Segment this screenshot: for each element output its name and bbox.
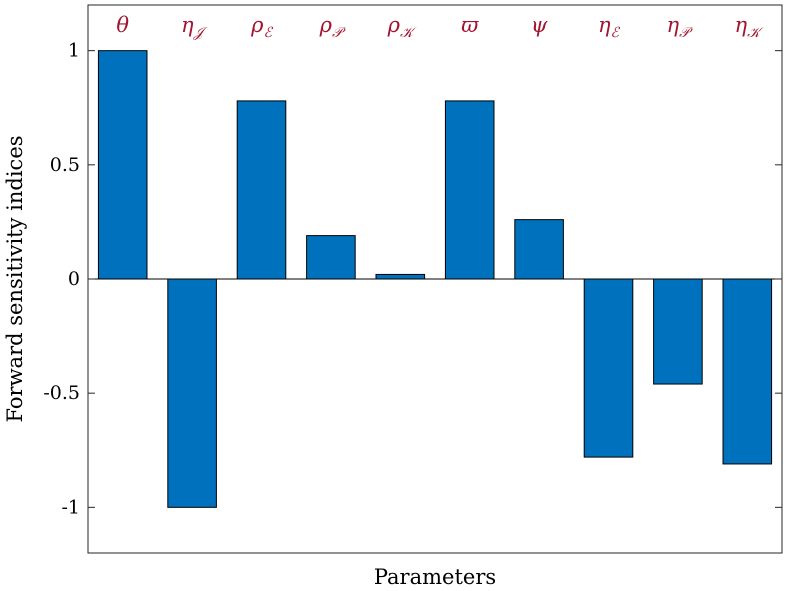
axes-box <box>87 4 783 554</box>
bars-group <box>97 50 773 508</box>
y-ticks-group: -1 -0.5 0 0.5 1 <box>43 40 782 518</box>
parameter-labels-group: θ η𝒥 ρℰ ρ𝒫 ρ𝒦 ϖ ψ ηℰ η𝒫 η𝒦 <box>116 13 765 41</box>
bar-1 <box>167 278 217 508</box>
parameter-label-7: ηℰ <box>598 13 621 41</box>
x-axis-title: Parameters <box>374 565 496 589</box>
bar-8 <box>653 278 703 385</box>
bar-7 <box>583 278 634 458</box>
bar-3 <box>306 235 356 280</box>
parameter-label-2: ρℰ <box>250 13 273 41</box>
parameter-label-0: θ <box>116 13 129 37</box>
y-tick-label: 0 <box>68 268 80 290</box>
bar-5 <box>444 100 495 280</box>
y-tick-label: -1 <box>61 496 80 518</box>
y-tick-label: 0.5 <box>50 154 80 176</box>
y-tick-label: -0.5 <box>43 382 80 404</box>
bar-0 <box>97 50 148 280</box>
y-tick-label: 1 <box>68 40 80 62</box>
y-axis-title: Forward sensitivity indices <box>3 135 27 422</box>
bar-6 <box>514 219 564 280</box>
bar-4 <box>375 273 426 280</box>
parameter-label-6: ψ <box>531 13 548 37</box>
bar-2 <box>236 100 287 280</box>
parameter-label-5: ϖ <box>461 13 479 37</box>
bar-9 <box>722 278 773 465</box>
